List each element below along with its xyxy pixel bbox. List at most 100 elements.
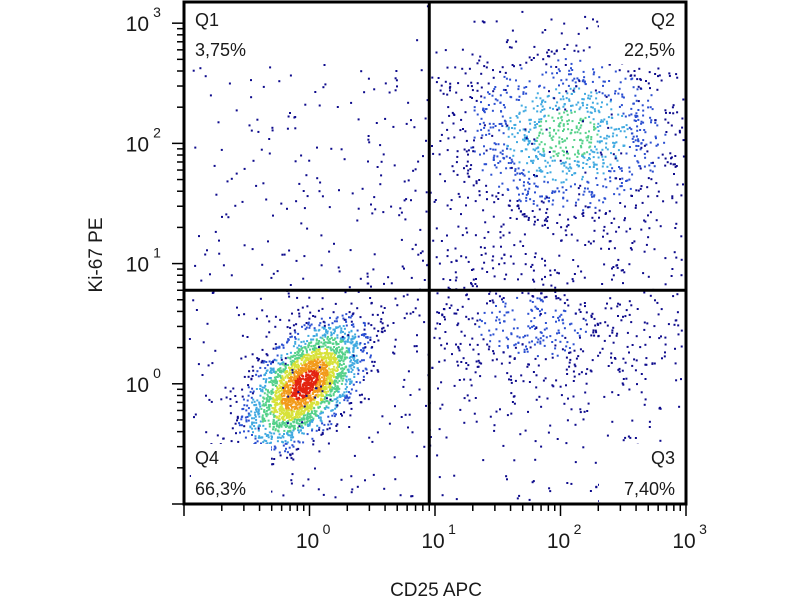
- event-dot: [549, 335, 551, 337]
- event-dot: [602, 92, 604, 94]
- event-dot: [262, 421, 264, 423]
- event-dot: [554, 151, 556, 153]
- event-dot: [281, 359, 283, 361]
- event-dot: [262, 387, 264, 389]
- event-dot: [327, 336, 329, 338]
- event-dot: [318, 394, 320, 396]
- event-dot: [461, 99, 463, 101]
- event-dot: [320, 355, 322, 357]
- event-dot: [248, 386, 250, 388]
- event-dot: [565, 58, 567, 60]
- event-dot: [649, 87, 651, 89]
- event-dot: [498, 319, 500, 321]
- event-dot: [324, 398, 326, 400]
- event-dot: [377, 431, 379, 433]
- event-dot: [439, 153, 441, 155]
- event-dot: [486, 271, 488, 273]
- event-dot: [575, 81, 577, 83]
- event-dot: [344, 319, 346, 321]
- event-dot: [594, 220, 596, 222]
- event-dot: [304, 421, 306, 423]
- event-dot: [527, 193, 529, 195]
- event-dot: [275, 316, 277, 318]
- event-dot: [574, 330, 576, 332]
- event-dot: [358, 118, 360, 120]
- event-dot: [578, 161, 580, 163]
- event-dot: [575, 313, 577, 315]
- event-dot: [543, 87, 545, 89]
- event-dot: [477, 62, 479, 64]
- event-dot: [549, 425, 551, 427]
- event-dot: [527, 144, 529, 146]
- event-dot: [291, 425, 293, 427]
- event-dot: [322, 337, 324, 339]
- event-dot: [286, 342, 288, 344]
- event-dot: [618, 226, 620, 228]
- event-dot: [536, 399, 538, 401]
- event-dot: [303, 341, 305, 343]
- event-dot: [289, 327, 291, 329]
- event-dot: [479, 123, 481, 125]
- event-dot: [189, 338, 191, 340]
- event-dot: [471, 97, 473, 99]
- event-dot: [451, 261, 453, 263]
- event-dot: [490, 148, 492, 150]
- event-dot: [498, 345, 500, 347]
- event-dot: [584, 81, 586, 83]
- event-dot: [236, 419, 238, 421]
- event-dot: [346, 391, 348, 393]
- event-dot: [303, 190, 305, 192]
- event-dot: [445, 81, 447, 83]
- event-dot: [339, 402, 341, 404]
- event-dot: [636, 335, 638, 337]
- event-dot: [562, 141, 564, 143]
- event-dot: [572, 105, 574, 107]
- event-dot: [243, 425, 245, 427]
- event-dot: [517, 327, 519, 329]
- event-dot: [537, 341, 539, 343]
- event-dot: [642, 122, 644, 124]
- event-dot: [528, 171, 530, 173]
- event-dot: [334, 415, 336, 417]
- event-dot: [280, 407, 282, 409]
- event-dot: [359, 361, 361, 363]
- event-dot: [655, 136, 657, 138]
- event-dot: [367, 273, 369, 275]
- event-dot: [330, 348, 332, 350]
- event-dot: [473, 184, 475, 186]
- event-dot: [292, 473, 294, 475]
- event-dot: [531, 143, 533, 145]
- event-dot: [477, 130, 479, 132]
- event-dot: [484, 163, 486, 165]
- event-dot: [616, 335, 618, 337]
- event-dot: [460, 255, 462, 257]
- event-dot: [611, 279, 613, 281]
- event-dot: [512, 64, 514, 66]
- event-dot: [362, 351, 364, 353]
- event-dot: [368, 78, 370, 80]
- event-dot: [595, 207, 597, 209]
- event-dot: [556, 153, 558, 155]
- event-dot: [525, 106, 527, 108]
- event-dot: [308, 392, 310, 394]
- event-dot: [372, 268, 374, 270]
- event-dot: [558, 137, 560, 139]
- event-dot: [350, 102, 352, 104]
- event-dot: [283, 347, 285, 349]
- event-dot: [571, 408, 573, 410]
- event-dot: [245, 437, 247, 439]
- event-dot: [493, 155, 495, 157]
- event-dot: [586, 181, 588, 183]
- event-dot: [643, 329, 645, 331]
- event-dot: [575, 85, 577, 87]
- event-dot: [252, 392, 254, 394]
- event-dot: [577, 240, 579, 242]
- event-dot: [256, 407, 258, 409]
- event-dot: [343, 359, 345, 361]
- event-dot: [682, 183, 684, 185]
- event-dot: [382, 211, 384, 213]
- event-dot: [283, 430, 285, 432]
- event-dot: [648, 82, 650, 84]
- event-dot: [579, 139, 581, 141]
- event-dot: [273, 369, 275, 371]
